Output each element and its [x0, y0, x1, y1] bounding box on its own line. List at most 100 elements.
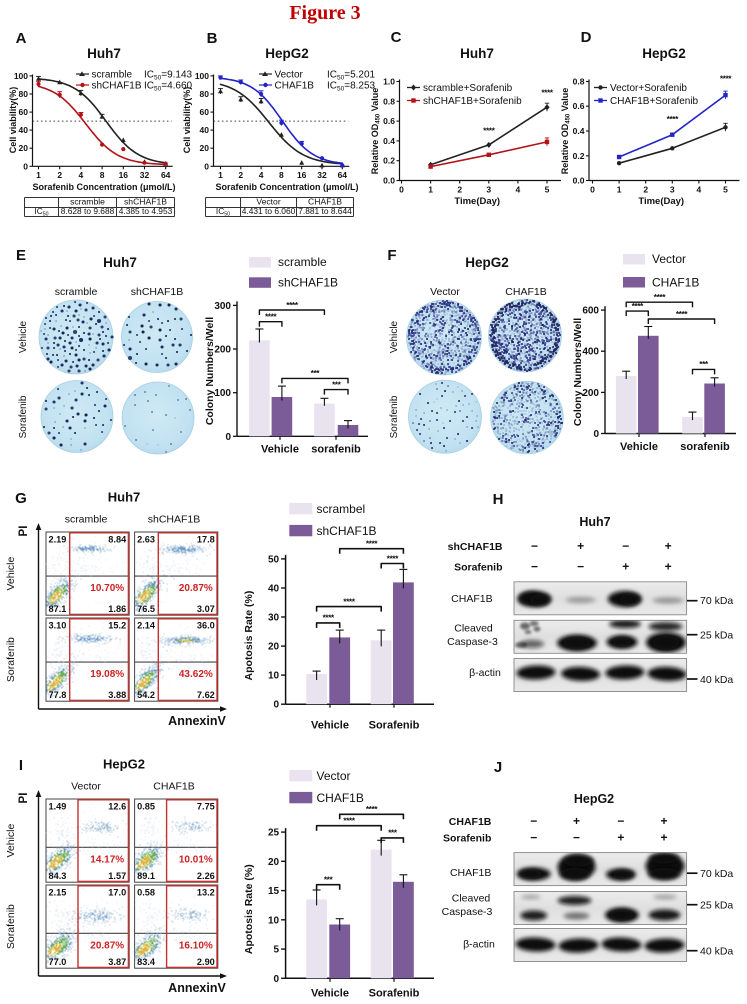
svg-text:Time(Day): Time(Day) [454, 196, 500, 207]
svg-text:CHAF1B+Sorafenib: CHAF1B+Sorafenib [610, 96, 699, 107]
svg-text:A: A [16, 30, 27, 47]
svg-text:0.58: 0.58 [137, 888, 155, 898]
svg-text:100: 100 [195, 71, 209, 81]
svg-text:40: 40 [19, 125, 29, 135]
svg-text:14.17%: 14.17% [90, 854, 124, 865]
svg-text:Vehicle: Vehicle [311, 720, 349, 732]
svg-text:HepG2: HepG2 [265, 46, 309, 61]
svg-text:HepG2: HepG2 [574, 792, 614, 806]
svg-text:16: 16 [297, 170, 307, 180]
svg-text:8.84: 8.84 [108, 535, 127, 545]
svg-text:30: 30 [268, 613, 280, 624]
svg-text:8.628 to 9.688: 8.628 to 9.688 [61, 206, 115, 216]
svg-text:+: + [660, 831, 667, 845]
svg-text:IC50=8.253: IC50=8.253 [327, 81, 376, 93]
svg-text:****: **** [265, 312, 277, 322]
svg-text:Vehicle: Vehicle [261, 444, 299, 456]
svg-text:E: E [16, 247, 26, 264]
svg-text:−: − [577, 560, 584, 574]
svg-text:***: *** [311, 368, 321, 378]
svg-text:25 kDa: 25 kDa [700, 900, 733, 912]
svg-text:Sorafenib: Sorafenib [369, 720, 420, 732]
svg-text:3: 3 [486, 185, 491, 195]
svg-text:IC50: IC50 [216, 206, 230, 218]
svg-text:****: **** [286, 300, 298, 310]
svg-text:32: 32 [140, 170, 150, 180]
svg-text:HepG2: HepG2 [465, 255, 509, 270]
svg-text:80: 80 [200, 89, 210, 99]
svg-text:+: + [577, 539, 584, 553]
svg-text:AnnexinV: AnnexinV [168, 981, 226, 995]
svg-text:200: 200 [582, 388, 599, 399]
svg-text:CHAF1B: CHAF1B [451, 593, 492, 605]
svg-text:CHAF1B: CHAF1B [652, 276, 699, 290]
svg-text:Apotosis Rate (%): Apotosis Rate (%) [243, 591, 255, 681]
svg-text:70 kDa: 70 kDa [700, 595, 733, 607]
svg-text:0: 0 [204, 161, 209, 171]
svg-text:70 kDa: 70 kDa [700, 868, 733, 880]
svg-text:PI: PI [18, 793, 30, 804]
svg-text:Cell viability(%): Cell viability(%) [8, 87, 18, 154]
svg-text:15.2: 15.2 [108, 621, 126, 631]
svg-text:Cell viability(%): Cell viability(%) [182, 87, 192, 154]
svg-text:400: 400 [582, 347, 599, 358]
svg-text:12.6: 12.6 [108, 802, 126, 812]
svg-text:Huh7: Huh7 [108, 490, 141, 505]
svg-text:2: 2 [57, 170, 62, 180]
svg-text:40: 40 [200, 125, 210, 135]
svg-text:1: 1 [36, 170, 41, 180]
svg-text:G: G [15, 490, 27, 507]
svg-text:89.1: 89.1 [137, 871, 155, 881]
svg-text:5: 5 [723, 185, 728, 195]
svg-text:***: *** [324, 875, 334, 885]
svg-text:2.14: 2.14 [137, 621, 156, 631]
svg-text:16.10%: 16.10% [179, 940, 213, 951]
svg-text:shCHAF1B+Sorafenib: shCHAF1B+Sorafenib [423, 96, 522, 107]
svg-text:0.4: 0.4 [383, 136, 395, 146]
svg-text:−: − [530, 814, 537, 828]
svg-text:0.0: 0.0 [573, 176, 585, 186]
svg-text:4: 4 [259, 170, 264, 180]
svg-text:Huh7: Huh7 [87, 46, 121, 61]
svg-text:Vector: Vector [275, 70, 304, 81]
svg-text:Vehicle: Vehicle [18, 320, 29, 353]
svg-text:17.8: 17.8 [197, 535, 215, 545]
svg-text:20: 20 [19, 143, 29, 153]
svg-text:20.87%: 20.87% [90, 940, 124, 951]
svg-text:Vector: Vector [71, 781, 101, 793]
svg-text:1.49: 1.49 [49, 802, 67, 812]
svg-text:1.86: 1.86 [108, 604, 126, 614]
svg-text:1.57: 1.57 [108, 871, 126, 881]
svg-text:scramble: scramble [65, 514, 108, 526]
svg-text:Relative OD450 Value: Relative OD450 Value [560, 88, 572, 175]
svg-text:Vehicle: Vehicle [620, 441, 658, 453]
svg-text:2.26: 2.26 [197, 871, 215, 881]
svg-text:2: 2 [643, 185, 648, 195]
svg-text:****: **** [366, 539, 378, 549]
svg-text:300: 300 [214, 301, 231, 312]
svg-text:****: **** [720, 73, 732, 83]
svg-text:Caspase-3: Caspase-3 [442, 906, 493, 918]
svg-text:−: − [573, 831, 580, 845]
svg-text:B: B [207, 30, 218, 47]
svg-text:43.62%: 43.62% [179, 669, 213, 680]
svg-text:0.8: 0.8 [573, 77, 585, 87]
svg-text:0.2: 0.2 [573, 151, 585, 161]
svg-text:20.87%: 20.87% [179, 583, 213, 594]
svg-text:Apotosis Rate (%): Apotosis Rate (%) [243, 864, 255, 954]
svg-text:17.0: 17.0 [108, 888, 126, 898]
svg-text:shCHAF1B: shCHAF1B [92, 81, 142, 92]
svg-text:Huh7: Huh7 [579, 515, 610, 529]
svg-text:Caspase-3: Caspase-3 [447, 636, 498, 648]
svg-text:87.1: 87.1 [49, 604, 67, 614]
svg-text:shCHAF1B: shCHAF1B [448, 541, 503, 553]
svg-text:16: 16 [119, 170, 129, 180]
svg-text:****: **** [654, 292, 666, 302]
svg-text:Vehicle: Vehicle [389, 320, 400, 353]
svg-text:100: 100 [214, 388, 231, 399]
svg-text:4: 4 [516, 185, 521, 195]
svg-text:40 kDa: 40 kDa [700, 674, 733, 686]
svg-text:0.4: 0.4 [573, 126, 585, 136]
svg-text:60: 60 [19, 107, 29, 117]
svg-text:0: 0 [590, 185, 595, 195]
